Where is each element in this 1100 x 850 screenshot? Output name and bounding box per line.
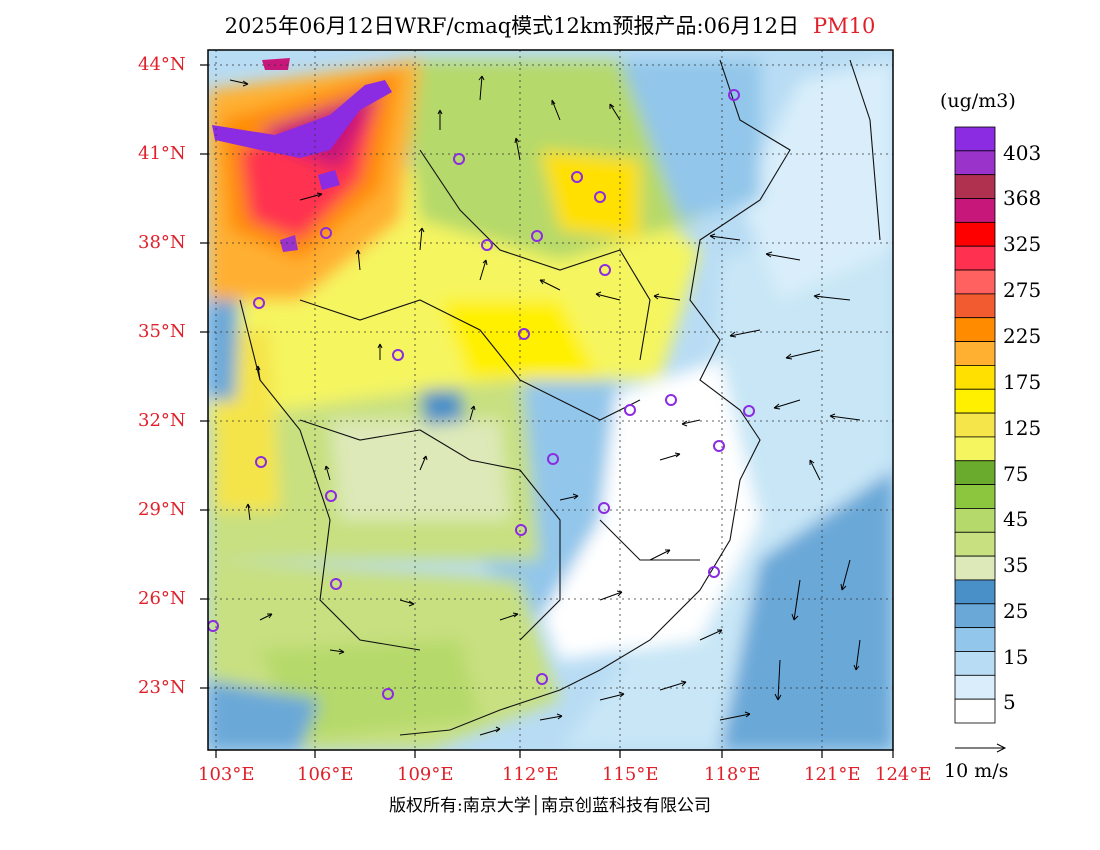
legend-swatch	[954, 460, 996, 486]
legend-label: 368	[1003, 186, 1042, 210]
legend-label: 75	[1003, 462, 1029, 486]
legend-swatch	[954, 508, 996, 533]
legend-swatch	[954, 579, 996, 605]
legend-swatch	[954, 674, 996, 700]
legend-label: 325	[1003, 232, 1042, 256]
legend-label: 125	[1003, 416, 1042, 440]
title-main: 2025年06月12日WRF/cmaq模式12km预报产品:06月12日	[224, 14, 800, 38]
lon-label-109: 109°E	[397, 764, 454, 785]
legend-label: 403	[1003, 141, 1042, 165]
legend-swatch	[954, 126, 996, 152]
legend-swatch	[954, 388, 996, 414]
legend-swatch	[954, 698, 996, 724]
wind-reference-label: 10 m/s	[944, 760, 1009, 782]
lon-label-103: 103°E	[198, 764, 255, 785]
legend-swatch	[954, 341, 996, 366]
title-variable: PM10	[813, 14, 876, 38]
lat-label-41: 41°N	[138, 143, 186, 164]
page-title: 2025年06月12日WRF/cmaq模式12km预报产品:06月12日 PM10	[0, 10, 1100, 40]
legend-swatch	[954, 269, 996, 295]
legend-label: 225	[1003, 324, 1042, 348]
lon-label-115: 115°E	[602, 764, 659, 785]
legend-swatch	[954, 436, 996, 462]
legend-label: 5	[1003, 690, 1016, 714]
legend-swatch	[954, 651, 996, 676]
legend-swatch	[954, 412, 996, 438]
legend-label: 25	[1003, 599, 1029, 623]
lon-label-106: 106°E	[297, 764, 354, 785]
legend-swatch	[954, 293, 996, 319]
lat-label-38: 38°N	[138, 232, 186, 253]
legend-swatch	[954, 364, 996, 390]
legend-swatch	[954, 221, 996, 247]
legend-unit: (ug/m3)	[940, 90, 1016, 112]
copyright: 版权所有:南京大学│南京创蓝科技有限公司	[389, 796, 711, 816]
legend-label: 15	[1003, 645, 1029, 669]
legend-swatch	[954, 627, 996, 652]
lat-label-32: 32°N	[138, 410, 186, 431]
legend-swatch	[954, 555, 996, 581]
lon-label-124: 124°E	[875, 764, 932, 785]
legend-swatch	[954, 150, 996, 176]
legend-swatch	[954, 484, 996, 509]
legend-swatch	[954, 245, 996, 271]
legend-swatch	[954, 317, 996, 342]
color-legend	[954, 126, 996, 724]
lat-label-29: 29°N	[138, 499, 186, 520]
legend-label: 45	[1003, 507, 1029, 531]
lon-label-118: 118°E	[704, 764, 761, 785]
legend-swatch	[954, 603, 996, 629]
lat-label-35: 35°N	[138, 321, 186, 342]
lat-label-26: 26°N	[138, 588, 186, 609]
legend-swatch	[954, 531, 996, 557]
legend-label: 35	[1003, 553, 1029, 577]
legend-label: 175	[1003, 370, 1042, 394]
wind-reference-arrow	[955, 743, 1007, 753]
lat-label-23: 23°N	[138, 677, 186, 698]
legend-swatch	[954, 198, 996, 223]
legend-label: 275	[1003, 278, 1042, 302]
lon-label-112: 112°E	[502, 764, 559, 785]
legend-swatch	[954, 174, 996, 199]
lon-label-121: 121°E	[804, 764, 861, 785]
lat-label-44: 44°N	[138, 54, 186, 75]
